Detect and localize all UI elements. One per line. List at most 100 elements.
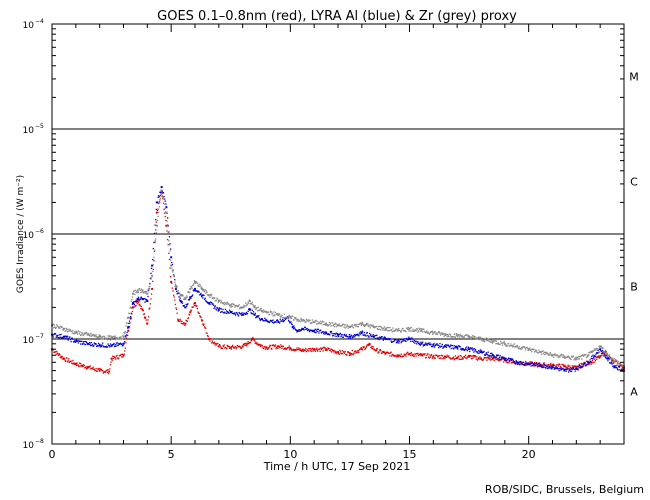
data-point [132,302,135,305]
trace-dot [379,329,382,331]
data-point [325,331,328,334]
trace-dot [525,360,527,363]
trace-dot [583,362,585,364]
trace-dot [377,338,379,340]
trace-dot [240,314,243,316]
trace-dot [179,297,181,299]
trace-dot [559,367,561,369]
trace-dot [400,341,402,344]
trace-dot [473,356,475,358]
trace-dot [261,310,264,312]
trace-dot [113,345,116,348]
trace-dot [438,357,440,359]
trace-dot [165,219,167,221]
trace-dot [133,301,135,303]
trace-dot [351,349,353,352]
trace-dot [610,357,612,359]
trace-dot [187,291,190,293]
data-point [132,292,135,295]
trace-dot [115,336,117,339]
trace-dot [489,352,492,355]
trace-dot [458,334,460,337]
trace-dot [593,358,595,360]
trace-dot [421,342,423,345]
trace-dot [193,280,196,282]
trace-dot [292,328,295,330]
data-point [606,357,609,360]
trace-dot [163,198,165,201]
trace-dot [191,295,193,297]
trace-dot [135,291,137,294]
trace-dot [352,353,355,355]
trace-dot [114,357,116,359]
trace-dot [274,344,277,346]
trace-dot [549,364,551,366]
trace-dot [576,356,579,359]
y-tick-exponent: −6 [35,228,44,235]
trace-dot [491,342,494,344]
trace-dot [586,356,588,358]
trace-dot [173,296,175,298]
trace-dot [90,341,93,344]
trace-dot [136,291,138,294]
trace-dot [416,328,418,331]
trace-dot [102,342,104,344]
trace-dot [381,352,383,354]
data-point [563,369,566,372]
trace-dot [442,332,444,335]
trace-dot [144,290,146,293]
trace-dot [349,326,352,328]
trace-dot [81,365,83,368]
trace-dot [554,364,556,366]
trace-dot [267,348,269,350]
trace-dot [577,358,579,360]
trace-dot [169,259,172,261]
trace-dot [495,354,498,356]
trace-dot [426,332,429,334]
trace-dot [395,339,397,341]
trace-dot [105,345,107,347]
trace-dot [461,358,463,360]
trace-dot [91,334,94,337]
trace-dot [478,352,480,354]
trace-dot [321,321,323,323]
trace-dot [147,319,149,321]
trace-dot [372,324,374,326]
trace-dot [426,354,428,356]
trace-dot [557,364,559,366]
trace-dot [283,320,286,322]
trace-dot [322,331,324,333]
trace-dot [552,353,554,356]
trace-dot [63,327,66,330]
trace-dot [206,301,208,303]
trace-dot [454,355,457,357]
trace-dot [458,358,461,360]
trace-dot [157,215,159,218]
data-point [563,365,566,368]
trace-dot [80,364,82,367]
trace-dot [462,358,464,360]
trace-dot [281,347,283,350]
trace-dot [150,277,153,279]
trace-dot [162,191,165,194]
trace-dot [391,355,393,357]
y-tick-exponent: −8 [35,438,44,445]
trace-dot [231,310,233,313]
trace-dot [340,352,343,355]
trace-dot [581,363,583,365]
trace-dot [246,312,249,315]
trace-dot [368,332,371,335]
trace-dot [542,364,544,366]
trace-dot [83,343,85,345]
trace-dot [137,301,140,304]
trace-dot [202,290,204,292]
trace-dot [149,285,151,288]
trace-dot [419,354,421,356]
trace-dot [175,308,178,310]
trace-dot [360,324,362,327]
trace-dot [319,322,321,325]
data-point [170,264,173,267]
trace-dot [215,308,217,310]
trace-dot [273,322,275,324]
trace-dot [463,348,465,351]
